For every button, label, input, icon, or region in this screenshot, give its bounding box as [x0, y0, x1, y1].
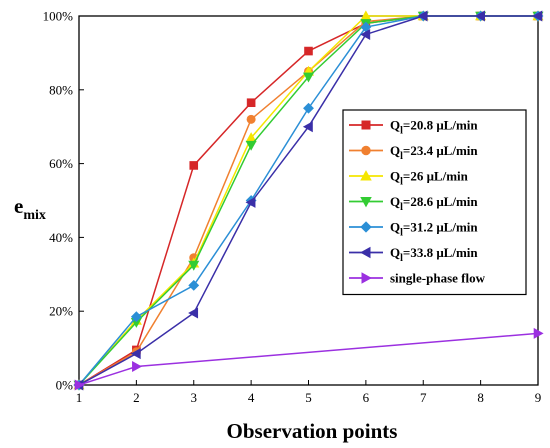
data-point: [360, 246, 371, 259]
y-tick-label: 60%: [49, 156, 73, 171]
legend-label: Ql=23.4 μL/min: [390, 143, 478, 162]
legend-item: Ql=23.4 μL/min: [349, 143, 478, 162]
data-point: [532, 10, 543, 22]
y-tick-label: 0%: [56, 378, 74, 393]
data-point: [130, 311, 142, 323]
series-7: [74, 327, 544, 391]
data-point: [360, 221, 372, 233]
data-point: [475, 10, 485, 22]
data-point: [246, 98, 256, 108]
legend: Ql=20.8 μL/min Ql=23.4 μL/min Ql=26 μL/min…: [342, 109, 527, 296]
legend-item: single-phase flow: [349, 271, 486, 286]
series-layer: [73, 10, 544, 391]
y-axis-ticks: 0% 20% 40% 60% 80% 100%: [43, 9, 84, 393]
data-point: [188, 307, 199, 319]
data-point: [302, 72, 315, 83]
data-point: [361, 272, 372, 284]
data-point: [361, 145, 371, 156]
x-tick-label: 2: [133, 390, 140, 405]
legend-item: Ql=26 μL/min: [349, 169, 469, 188]
legend-label: Ql=28.6 μL/min: [390, 194, 478, 213]
data-point: [245, 140, 257, 151]
data-point: [360, 197, 372, 208]
legend-label: Ql=31.2 μL/min: [390, 220, 478, 239]
x-tick-label: 5: [305, 390, 312, 405]
data-point: [245, 196, 256, 208]
y-axis-title-main: e: [14, 194, 23, 218]
data-point: [246, 114, 256, 124]
data-point: [302, 121, 313, 133]
x-tick-label: 8: [477, 390, 484, 405]
series-line: [78, 332, 539, 386]
legend-label: Ql=33.8 μL/min: [390, 245, 478, 264]
legend-item: Ql=28.6 μL/min: [349, 194, 478, 213]
y-tick-label: 100%: [43, 9, 74, 24]
data-point: [303, 102, 314, 114]
x-tick-label: 7: [420, 390, 427, 405]
data-point: [188, 260, 200, 271]
data-point: [188, 279, 200, 291]
x-tick-label: 9: [535, 390, 542, 405]
series-6: [73, 10, 543, 391]
x-tick-label: 1: [76, 390, 83, 405]
x-tick-label: 3: [191, 390, 198, 405]
y-tick-label: 20%: [49, 304, 73, 319]
data-point: [304, 46, 313, 56]
data-point: [360, 170, 372, 181]
y-axis-title-sub: mix: [23, 208, 46, 223]
data-point: [74, 379, 85, 391]
legend-item: Ql=33.8 μL/min: [349, 245, 478, 264]
data-point: [533, 327, 544, 339]
data-point: [132, 361, 142, 373]
legend-label: single-phase flow: [390, 271, 486, 286]
y-tick-label: 40%: [49, 230, 73, 245]
x-tick-label: 4: [248, 390, 255, 405]
legend-item: Ql=20.8 μL/min: [349, 118, 478, 137]
legend-item: Ql=31.2 μL/min: [349, 220, 478, 239]
legend-label: Ql=26 μL/min: [390, 169, 469, 188]
data-point: [360, 28, 371, 40]
data-point: [417, 10, 428, 22]
data-point: [130, 348, 141, 360]
y-tick-label: 80%: [49, 82, 73, 97]
data-point: [189, 161, 199, 170]
x-axis-title: Observation points: [227, 419, 398, 443]
x-axis-ticks: 1 2 3 4 5 6 7 8 9: [76, 380, 542, 405]
x-tick-label: 6: [363, 390, 370, 405]
data-point: [361, 120, 371, 130]
y-axis-title: emix: [14, 194, 46, 223]
legend-label: Ql=20.8 μL/min: [390, 118, 478, 137]
